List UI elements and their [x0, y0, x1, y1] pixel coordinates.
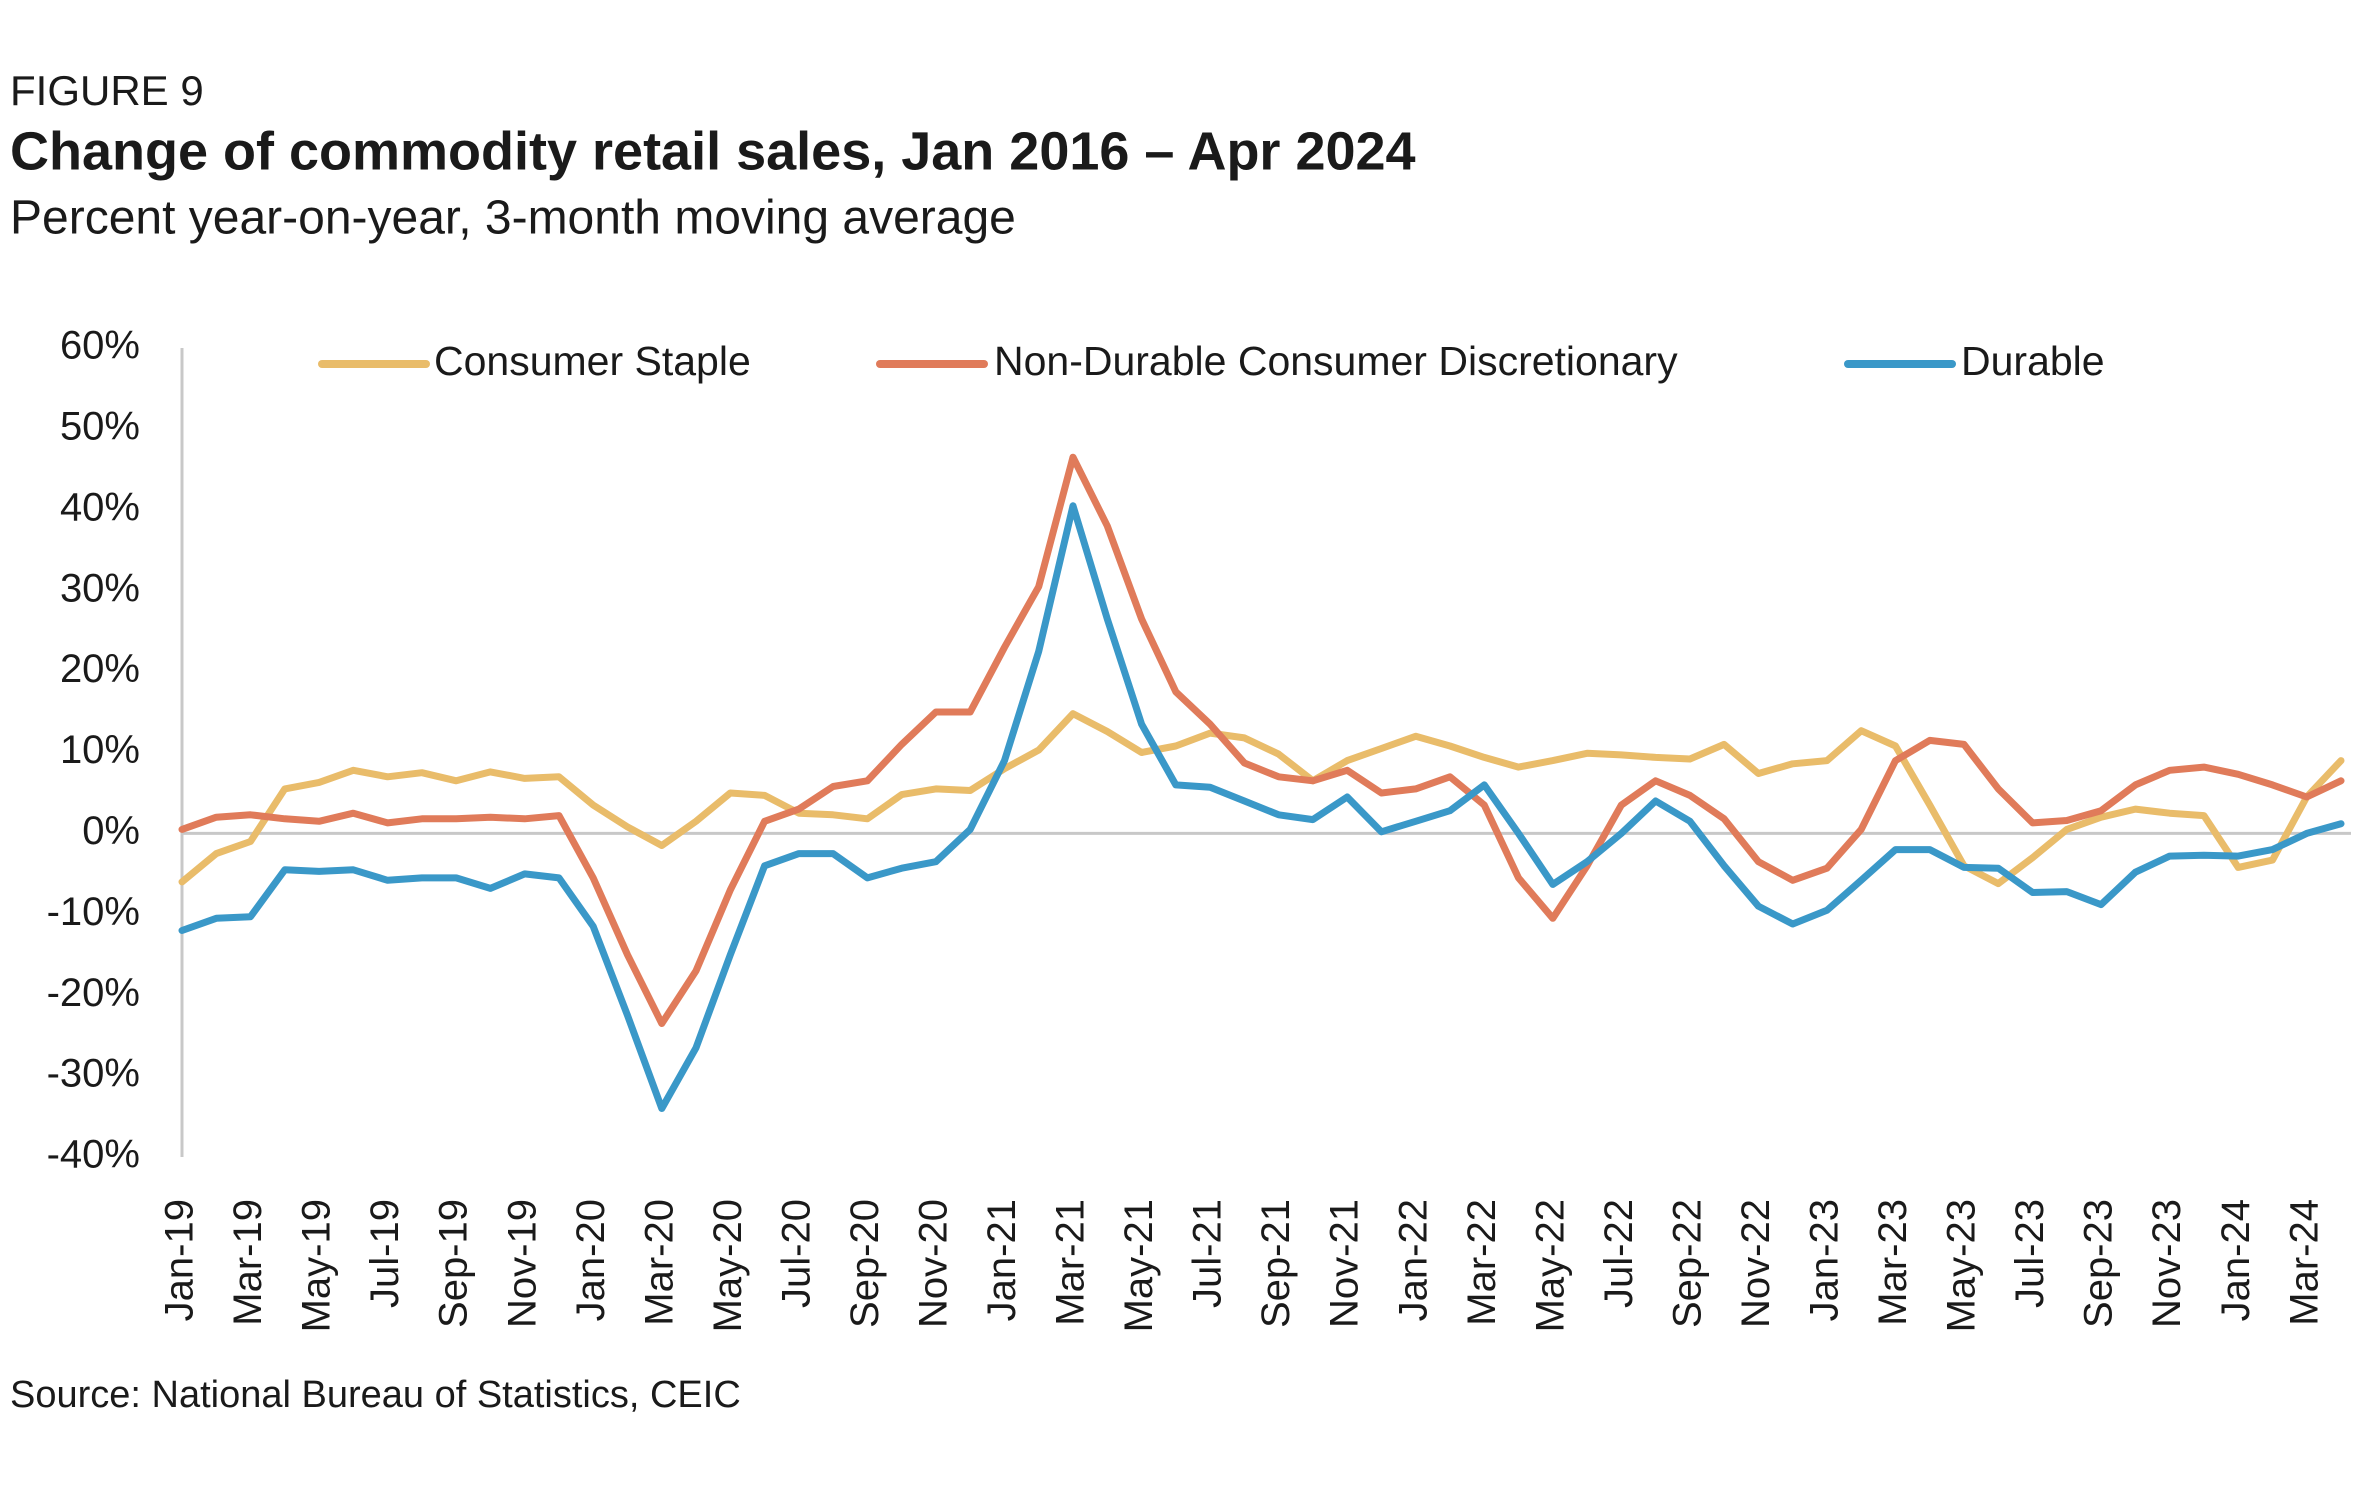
x-tick-label: Nov-22 — [1734, 1199, 1778, 1328]
x-tick-label: Jan-22 — [1391, 1199, 1435, 1321]
x-tick-label: Jan-20 — [569, 1199, 613, 1321]
y-tick-label: 40% — [60, 485, 140, 529]
x-tick-label: Jan-23 — [1803, 1199, 1847, 1321]
x-tick-label: May-19 — [295, 1199, 339, 1332]
x-tick-label: Sep-23 — [2077, 1199, 2121, 1328]
x-tick-label: May-21 — [1117, 1199, 1161, 1332]
y-tick-label: 30% — [60, 566, 140, 610]
y-tick-label: 60% — [60, 324, 140, 368]
x-tick-label: Jul-22 — [1597, 1199, 1641, 1308]
y-tick-label: 50% — [60, 404, 140, 448]
source-note: Source: National Bureau of Statistics, C… — [10, 1374, 741, 1416]
x-tick-label: Nov-20 — [911, 1199, 955, 1328]
x-tick-label: Sep-20 — [843, 1199, 887, 1328]
y-tick-label: -30% — [47, 1052, 140, 1096]
x-tick-label: Mar-19 — [226, 1199, 270, 1326]
x-tick-label: Sep-19 — [432, 1199, 476, 1328]
y-tick-label: -10% — [47, 890, 140, 934]
y-tick-label: 0% — [82, 809, 140, 853]
y-tick-label: -20% — [47, 971, 140, 1015]
series-line — [178, 502, 2345, 1112]
chart-subtitle: Percent year-on-year, 3-month moving ave… — [10, 192, 1016, 245]
x-tick-label: Sep-22 — [1665, 1199, 1709, 1328]
x-tick-label: Nov-23 — [2145, 1199, 2189, 1328]
x-tick-label: Nov-19 — [500, 1199, 544, 1328]
x-tick-label: Mar-22 — [1460, 1199, 1504, 1326]
figure-label: FIGURE 9 — [10, 67, 204, 114]
legend-label: Consumer Staple — [434, 338, 751, 384]
x-tick-label: Jul-19 — [363, 1199, 407, 1308]
x-tick-label: Mar-21 — [1049, 1199, 1093, 1326]
x-tick-label: May-22 — [1528, 1199, 1572, 1332]
series-line — [178, 710, 2345, 888]
x-tick-label: Jan-19 — [158, 1199, 202, 1321]
series-line — [178, 453, 2345, 1027]
x-tick-label: May-20 — [706, 1199, 750, 1332]
x-tick-label: Nov-21 — [1323, 1199, 1367, 1328]
x-tick-label: Sep-21 — [1254, 1199, 1298, 1328]
x-tick-label: Mar-24 — [2282, 1199, 2326, 1326]
x-tick-label: Mar-20 — [637, 1199, 681, 1326]
legend-label: Durable — [1961, 338, 2105, 384]
x-tick-label: Jan-24 — [2214, 1199, 2258, 1321]
x-tick-label: May-23 — [1940, 1199, 1984, 1332]
x-tick-label: Jan-21 — [980, 1199, 1024, 1321]
x-tick-label: Jul-23 — [2008, 1199, 2052, 1308]
y-tick-label: 20% — [60, 647, 140, 691]
x-tick-label: Jul-21 — [1186, 1199, 1230, 1308]
x-tick-label: Mar-23 — [1871, 1199, 1915, 1326]
chart-title: Change of commodity retail sales, Jan 20… — [10, 121, 1416, 181]
legend-label: Non-Durable Consumer Discretionary — [994, 338, 1678, 384]
y-tick-label: -40% — [47, 1133, 140, 1177]
x-tick-label: Jul-20 — [774, 1199, 818, 1308]
y-tick-label: 10% — [60, 728, 140, 772]
